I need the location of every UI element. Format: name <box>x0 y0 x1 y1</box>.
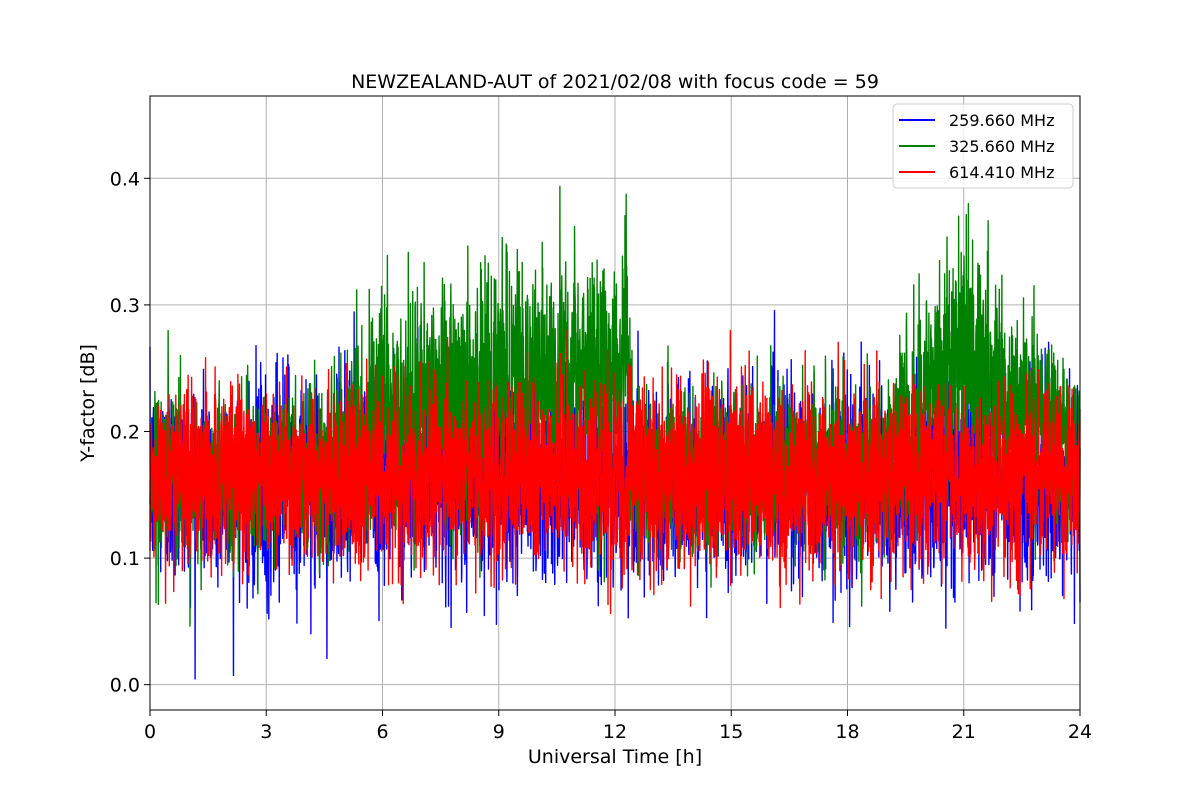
series-layer <box>149 185 1081 680</box>
y-tick-label: 0.1 <box>110 548 140 570</box>
y-tick-label: 0.4 <box>110 168 140 190</box>
x-tick-label: 24 <box>1068 721 1092 743</box>
legend-label: 325.660 MHz <box>949 137 1054 156</box>
y-axis-ticks: 0.0 0.1 0.2 0.3 0.4 <box>110 168 150 697</box>
x-tick-label: 9 <box>493 721 505 743</box>
x-axis-title: Universal Time [h] <box>528 746 702 768</box>
x-axis-ticks: 0 3 6 9 12 15 18 21 24 <box>144 710 1092 743</box>
legend: 259.660 MHz 325.660 MHz 614.410 MHz <box>892 103 1074 189</box>
chart-title: NEWZEALAND-AUT of 2021/02/08 with focus … <box>351 71 879 93</box>
legend-label: 259.660 MHz <box>949 111 1054 130</box>
x-tick-label: 12 <box>603 721 627 743</box>
x-tick-label: 0 <box>144 721 156 743</box>
legend-box <box>892 103 1074 189</box>
y-tick-label: 0.0 <box>110 675 140 697</box>
y-tick-label: 0.2 <box>110 421 140 443</box>
x-tick-label: 6 <box>376 721 388 743</box>
y-axis-title: Y-factor [dB] <box>77 344 99 463</box>
x-tick-label: 18 <box>835 721 859 743</box>
legend-label: 614.410 MHz <box>949 163 1054 182</box>
x-tick-label: 3 <box>260 721 272 743</box>
y-tick-label: 0.3 <box>110 295 140 317</box>
x-tick-label: 15 <box>719 721 743 743</box>
x-tick-label: 21 <box>952 721 976 743</box>
series-line <box>149 329 1081 615</box>
